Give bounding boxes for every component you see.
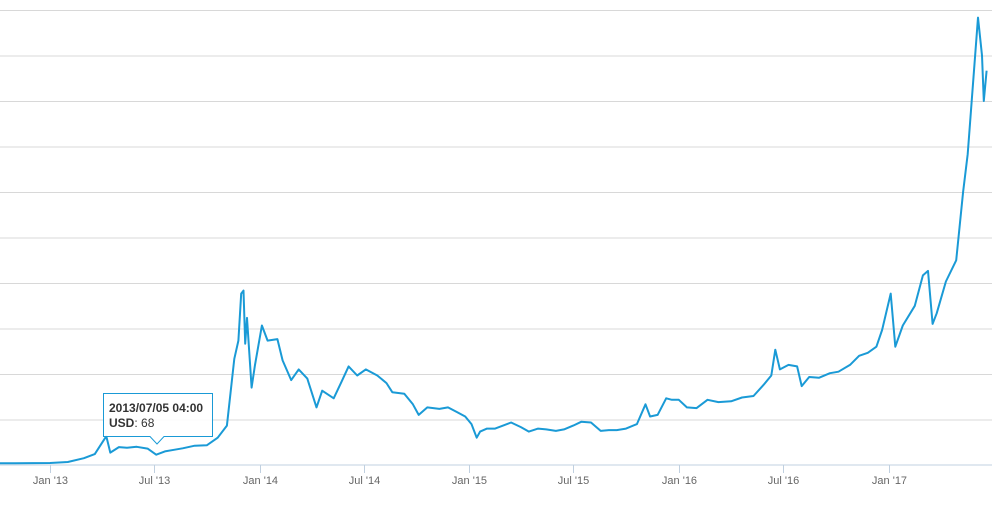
tooltip-key: USD	[109, 416, 135, 430]
tooltip-value-line: USD: 68	[109, 416, 155, 430]
y-gridlines	[0, 10, 992, 421]
x-tick-label: Jan '13	[33, 475, 68, 487]
x-tick-label: Jan '17	[872, 475, 907, 487]
tooltip-separator: :	[134, 416, 141, 430]
x-axis-tick-labels: Jan '13 Jul '13 Jan '14 Jul '14 Jan '15 Jul '…	[33, 475, 907, 487]
x-tick-label: Jan '16	[662, 475, 697, 487]
x-tick-label: Jan '15	[452, 475, 487, 487]
data-tooltip: 2013/07/05 04:00 USD: 68	[103, 393, 213, 445]
x-tick-label: Jul '15	[558, 475, 589, 487]
tooltip-title: 2013/07/05 04:00	[109, 401, 203, 415]
x-tick-label: Jan '14	[243, 475, 278, 487]
price-series-line[interactable]	[0, 16, 988, 465]
x-axis-ticks	[50, 465, 890, 473]
tooltip-box	[103, 393, 213, 445]
x-tick-label: Jul '13	[139, 475, 170, 487]
x-tick-label: Jul '16	[768, 475, 799, 487]
x-tick-label: Jul '14	[349, 475, 380, 487]
tooltip-value: 68	[141, 416, 155, 430]
